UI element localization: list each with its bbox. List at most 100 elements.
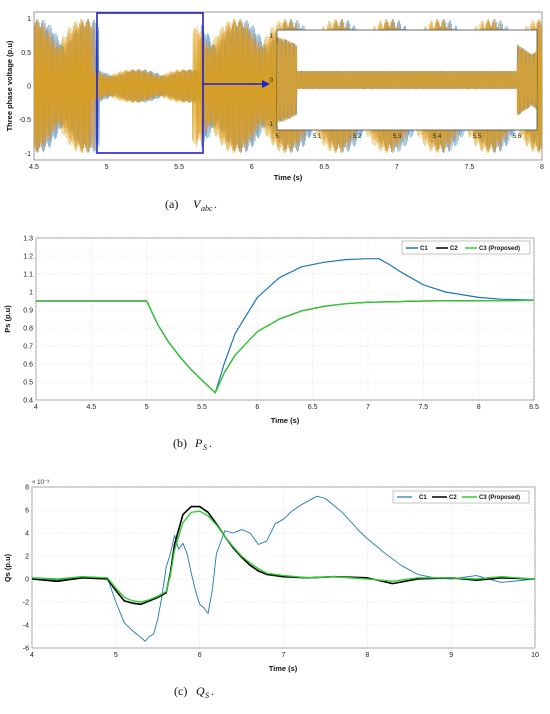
ps-xtick-label: 5.5 — [197, 404, 207, 411]
qs-yticks: -6 -4 -2 0 2 4 6 8 — [23, 485, 29, 653]
qs-ytick-label: 4 — [25, 531, 29, 538]
ps-xtick-label: 7 — [366, 404, 370, 411]
qs-xtick-label: 7 — [282, 652, 286, 659]
vabc-caption-sub: abc — [201, 204, 213, 213]
vabc-caption-end: . — [214, 197, 217, 211]
chart-ps: 0.4 0.5 0.6 0.7 0.8 0.9 1 1.1 1.2 1.3 4 4.5 5 5.5 6 6.… — [3, 236, 539, 453]
ps-ytick-label: 1.2 — [23, 254, 33, 261]
ps-xtick-label: 5 — [145, 404, 149, 411]
qs-xtick-label: 4 — [30, 652, 34, 659]
ps-ytick-label: 0.6 — [23, 362, 33, 369]
vabc-ytick-label: 1 — [27, 16, 31, 23]
qs-y-multiplier: × 10⁻³ — [32, 480, 49, 486]
vabc-inset-xtick-label: 5 — [275, 134, 279, 140]
qs-ytick-label: 6 — [25, 508, 29, 515]
vabc-inset: -1 0 1 5 5.1 5.2 5.3 5.4 5.5 5.6 — [268, 29, 538, 140]
ps-series-line-c3 — [36, 299, 535, 394]
qs-caption-label: (c) — [174, 684, 187, 698]
ps-xticks: 4 4.5 5 5.5 6 6.5 7 7.5 8 8.5 — [34, 404, 539, 411]
ps-ylabel: Ps (p.u) — [3, 305, 12, 333]
vabc-zoom-arrow — [203, 80, 270, 88]
ps-xtick-label: 8.5 — [529, 404, 539, 411]
ps-legend-c3: C3 (Proposed) — [479, 246, 520, 252]
vabc-ytick-label: -1 — [25, 151, 31, 158]
vabc-xtick-label: 4.5 — [29, 164, 39, 171]
vabc-caption: (a) V abc . — [165, 197, 217, 213]
vabc-xticks: 4.5 5 5.5 6 6.5 7 7.5 8 — [29, 164, 544, 171]
ps-gridlines — [35, 237, 535, 401]
ps-yticks: 0.4 0.5 0.6 0.7 0.8 0.9 1 1.1 1.2 1.3 — [23, 236, 33, 405]
qs-xtick-label: 8 — [365, 652, 369, 659]
vabc-ytick-label: 0.5 — [21, 50, 31, 57]
ps-legend: C1 C2 C3 (Proposed) — [401, 240, 531, 255]
qs-xticks: 4 5 6 7 8 9 10 — [30, 652, 539, 659]
qs-series-line-c1 — [31, 495, 536, 642]
vabc-inset-ytick: -1 — [268, 122, 274, 128]
ps-ytick-label: 0.4 — [23, 398, 33, 405]
qs-plot-area — [31, 486, 536, 649]
ps-xtick-label: 4.5 — [86, 404, 96, 411]
qs-ylabel: Qs (p.u) — [3, 553, 12, 582]
ps-caption-end: . — [209, 436, 212, 450]
ps-xtick-label: 6 — [255, 404, 259, 411]
vabc-xtick-label: 7 — [395, 164, 399, 171]
vabc-inset-xtick-label: 5.1 — [313, 134, 322, 140]
ps-ytick-label: 0.7 — [23, 344, 33, 351]
vabc-inset-phase-c-line — [276, 37, 538, 123]
ps-ytick-label: 0.5 — [23, 380, 33, 387]
qs-ytick-label: -4 — [23, 623, 29, 630]
ps-xlabel: Time (s) — [271, 416, 300, 425]
qs-legend-c2: C2 — [449, 495, 457, 501]
vabc-inset-xtick-label: 5.6 — [513, 134, 522, 140]
vabc-inset-waveforms — [276, 37, 538, 123]
ps-ytick-label: 0.9 — [23, 308, 33, 315]
qs-legend-c3: C3 (Proposed) — [479, 495, 520, 501]
vabc-xtick-label: 6.5 — [319, 164, 329, 171]
ps-legend-c2: C2 — [450, 246, 458, 252]
ps-series-lines — [36, 258, 535, 394]
qs-xtick-label: 9 — [449, 652, 453, 659]
vabc-xtick-label: 6 — [250, 164, 254, 171]
ps-ytick-label: 1.1 — [23, 272, 33, 279]
qs-ytick-label: -6 — [23, 646, 29, 653]
qs-ytick-label: 8 — [25, 485, 29, 492]
vabc-inset-xtick-label: 5.5 — [473, 134, 482, 140]
vabc-inset-xtick-label: 5.2 — [353, 134, 362, 140]
ps-plot-area — [35, 237, 535, 401]
ps-caption-sub: S — [203, 443, 207, 452]
vabc-inset-ytick: 0 — [270, 78, 274, 84]
vabc-yticks: -1 -0.5 0 0.5 1 — [19, 16, 31, 158]
ps-caption-symbol: P — [194, 436, 203, 450]
qs-caption-end: . — [211, 684, 214, 698]
ps-ytick-label: 0.8 — [23, 326, 33, 333]
vabc-xtick-label: 7.5 — [465, 164, 475, 171]
vabc-caption-symbol: V — [193, 197, 202, 211]
qs-ytick-label: -2 — [23, 600, 29, 607]
vabc-xtick-label: 5 — [105, 164, 109, 171]
vabc-ytick-label: 0 — [27, 84, 31, 91]
qs-xlabel: Time (s) — [269, 664, 298, 673]
chart-vabc: -1 0 1 5 5.1 5.2 5.3 5.4 5.5 5.6 -1-0.500.51 4… — [5, 11, 544, 213]
ps-caption-label: (b) — [173, 436, 187, 450]
vabc-ylabel: Three phase voltage (p.u) — [5, 40, 14, 131]
vabc-zoom-box — [96, 12, 204, 154]
vabc-inset-phase-b-line — [276, 37, 538, 123]
qs-caption-symbol: Q — [196, 684, 205, 698]
vabc-inset-xticks: 5 5.1 5.2 5.3 5.4 5.5 5.6 — [275, 134, 522, 140]
qs-legend-c1: C1 — [419, 495, 427, 501]
ps-xtick-label: 7.5 — [418, 404, 428, 411]
ps-ytick-label: 1 — [29, 290, 33, 297]
qs-legend: C1 C2 C3 (Proposed) — [392, 490, 530, 504]
qs-xtick-label: 6 — [198, 652, 202, 659]
ps-xtick-label: 4 — [34, 404, 38, 411]
qs-ytick-label: 0 — [25, 577, 29, 584]
vabc-inset-ytick: 1 — [270, 34, 274, 40]
vabc-ytick-label: -0.5 — [19, 117, 31, 124]
vabc-xtick-label: 8 — [540, 164, 544, 171]
ps-caption: (b) P S . — [173, 436, 212, 452]
ps-xtick-label: 6.5 — [308, 404, 318, 411]
ps-legend-c1: C1 — [420, 246, 428, 252]
vabc-inset-xtick-label: 5.3 — [393, 134, 402, 140]
qs-xtick-label: 5 — [114, 652, 118, 659]
